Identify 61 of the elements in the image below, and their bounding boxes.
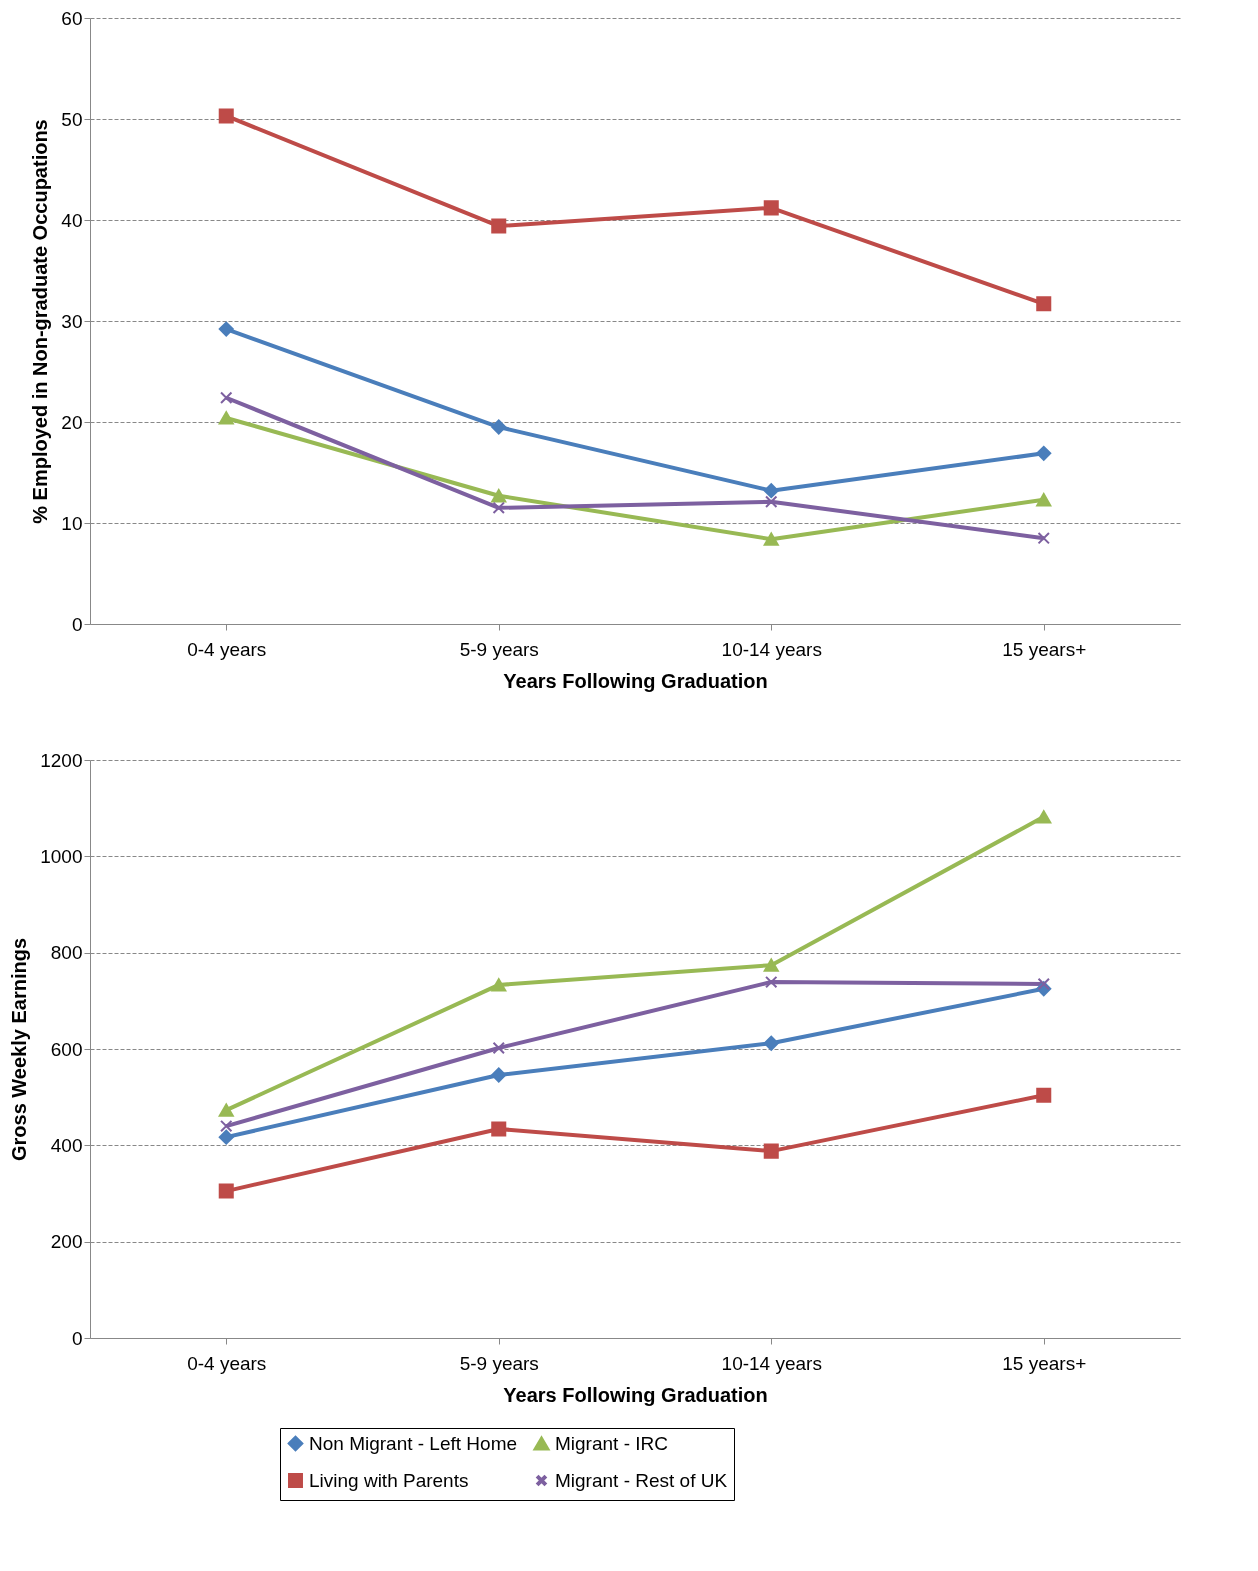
y-axis-title: Gross Weekly Earnings [8, 937, 31, 1162]
y-tick-label: 10 [61, 512, 83, 534]
y-tick-label: 20 [61, 411, 83, 433]
point [1037, 531, 1050, 545]
point [763, 200, 779, 216]
x-tick-label: 0-4 years [187, 638, 267, 660]
x-tick-label: 0-4 years [187, 1352, 267, 1374]
y-tick-label: 800 [50, 942, 83, 964]
x-tick-label: 5-9 years [459, 1352, 539, 1374]
point [220, 1119, 233, 1133]
point [218, 321, 234, 337]
x-tick-label: 5-9 years [459, 638, 539, 660]
point [220, 391, 233, 404]
point [218, 411, 234, 425]
legend-label: Migrant - Rest of UK [555, 1469, 728, 1491]
legend-label: Migrant - IRC [555, 1432, 668, 1454]
point [763, 532, 779, 546]
point [763, 483, 779, 499]
point [492, 501, 505, 515]
y-tick-label: 0 [71, 613, 83, 635]
point [1037, 977, 1050, 991]
y-tick-label: 40 [61, 209, 83, 231]
point [491, 978, 507, 992]
point [763, 958, 779, 972]
point [218, 108, 234, 124]
y-tick-label: 200 [50, 1231, 83, 1253]
point [491, 1067, 507, 1083]
point [763, 1143, 779, 1159]
point [491, 218, 507, 234]
x-axis-title: Years Following Graduation [503, 669, 768, 692]
point [1036, 1087, 1052, 1103]
point [1036, 493, 1052, 507]
point [1036, 296, 1052, 312]
x-tick-label: 10-14 years [721, 638, 822, 660]
point [763, 1035, 779, 1051]
point [492, 1041, 505, 1055]
point [218, 1129, 234, 1145]
point [1036, 445, 1052, 461]
point [491, 1121, 507, 1137]
x-tick-label: 10-14 years [721, 1352, 822, 1374]
legend-label: Non Migrant - Left Home [309, 1432, 518, 1454]
point [765, 975, 778, 989]
y-tick-label: 30 [61, 310, 83, 332]
y-tick-label: 1200 [40, 749, 83, 771]
point [765, 495, 778, 509]
y-axis-title: % Employed in Non-graduate Occupations [29, 119, 52, 524]
x-tick-label: 15 years+ [1002, 1352, 1087, 1374]
point [218, 1103, 234, 1117]
y-tick-label: 600 [50, 1038, 83, 1060]
legend-label: Living with Parents [309, 1469, 469, 1491]
y-tick-label: 0 [71, 1327, 83, 1349]
y-tick-label: 60 [61, 7, 83, 29]
y-tick-label: 400 [50, 1134, 83, 1156]
x-tick-label: 15 years+ [1002, 638, 1087, 660]
point [491, 489, 507, 503]
x-axis-title: Years Following Graduation [503, 1383, 768, 1406]
point [218, 1183, 234, 1199]
point [491, 419, 507, 435]
point [1036, 810, 1052, 824]
y-tick-label: 1000 [40, 845, 83, 867]
y-tick-label: 50 [61, 108, 83, 130]
